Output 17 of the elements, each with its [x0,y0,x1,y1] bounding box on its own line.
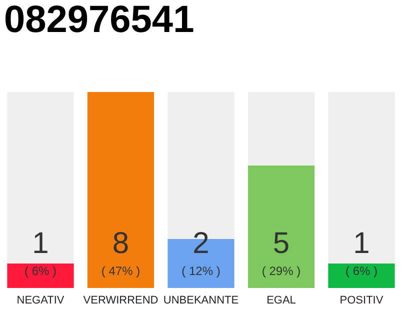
data-label: 5 [272,227,290,260]
x-tick-label: NEGATIV [16,294,65,306]
data-label: 8 [112,227,130,260]
x-tick-label: POSITIV [340,294,384,306]
bar [7,264,74,288]
annotation: ( 47% ) [101,264,140,278]
bar [328,264,395,288]
annotation: ( 29% ) [262,264,301,278]
chart-title: 082976541 [4,0,194,41]
annotation: ( 6% ) [345,264,378,278]
annotation: ( 6% ) [24,264,57,278]
x-tick-label: VERWIRREND [83,294,158,306]
x-tick-label: UNBEKANNTE [163,294,239,306]
annotation: ( 12% ) [182,264,220,278]
data-label: 1 [32,227,49,260]
x-tick-label: EGAL [266,294,296,306]
data-label: 1 [353,227,370,260]
